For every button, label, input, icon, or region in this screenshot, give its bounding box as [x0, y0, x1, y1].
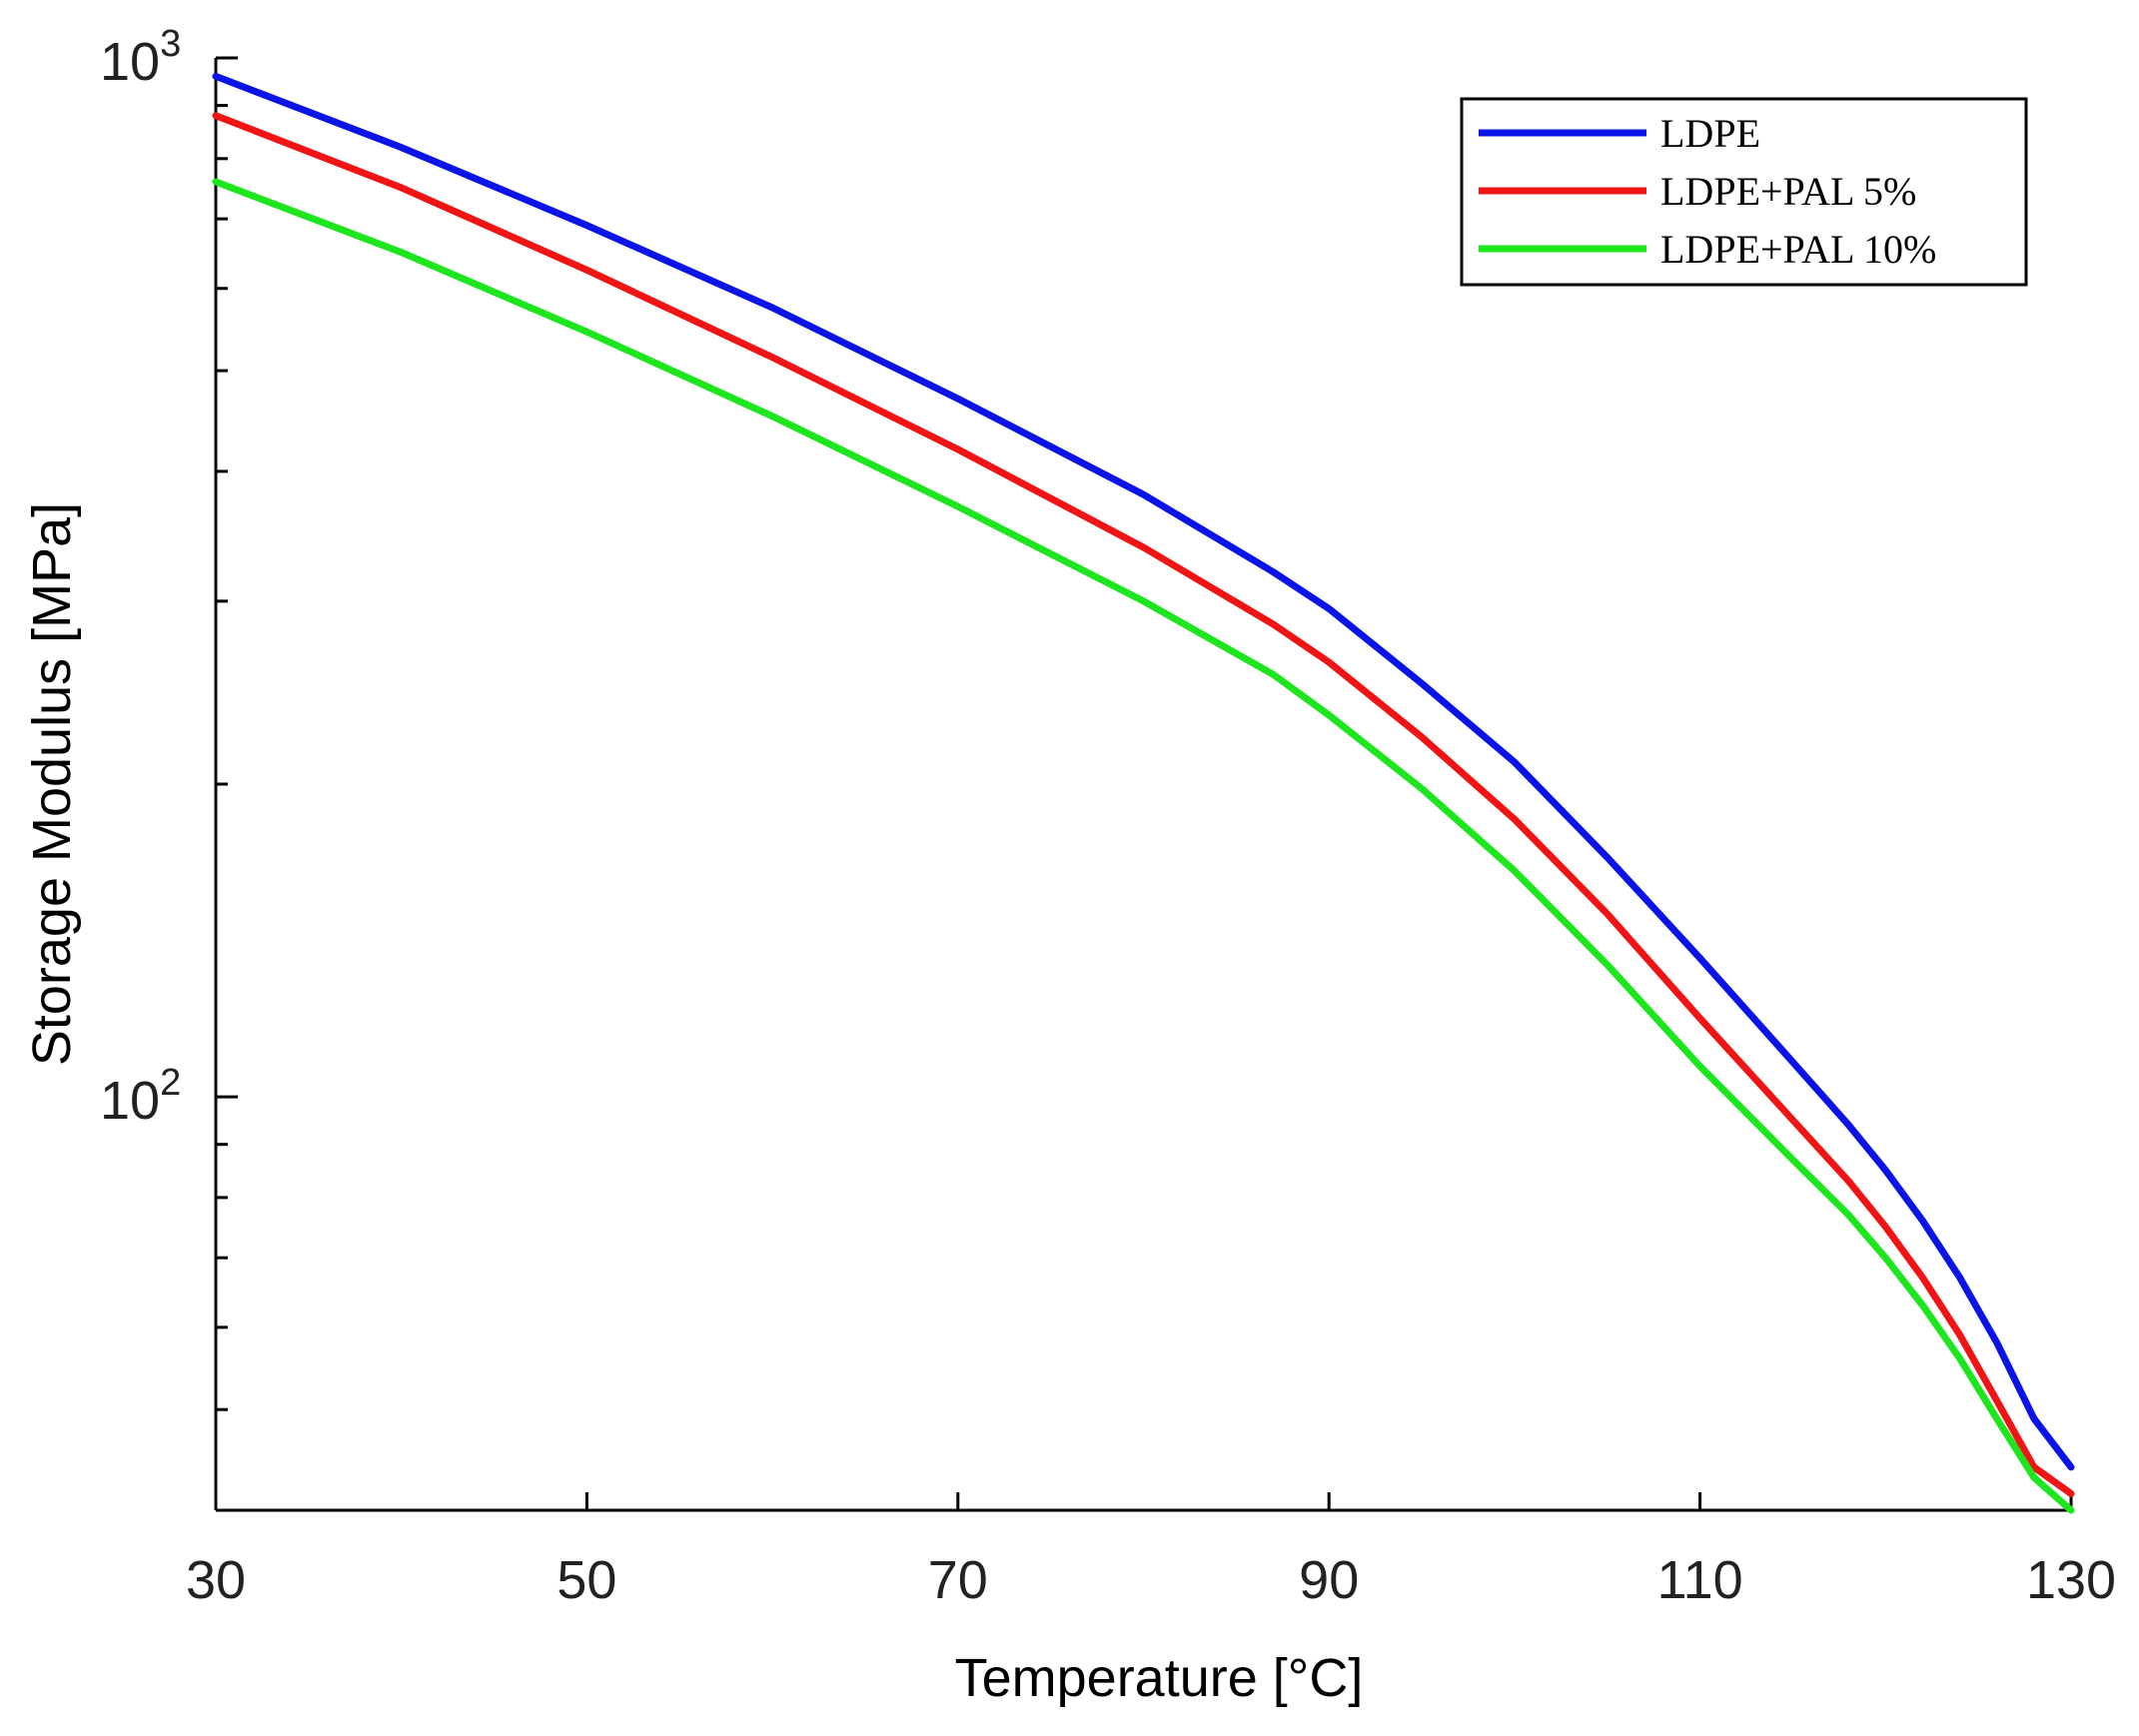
legend-label-ldpe-pal-5: LDPE+PAL 5% [1660, 169, 1916, 214]
legend-label-ldpe: LDPE [1660, 111, 1760, 156]
y-tick-label: 103 [100, 23, 181, 92]
x-tick-label: 30 [186, 1550, 246, 1610]
y-tick-label: 102 [100, 1062, 181, 1131]
series-group [212, 72, 2075, 1514]
series-line-ldpe-pal-10 [212, 178, 2075, 1514]
series-line-ldpe-pal-5 [212, 112, 2075, 1497]
series-line-ldpe [212, 72, 2075, 1471]
legend: LDPE LDPE+PAL 5% LDPE+PAL 10% [1460, 97, 2028, 287]
x-tick-label: 130 [2026, 1550, 2116, 1610]
y-tick-base: 10 [100, 1071, 160, 1131]
y-tick-base: 10 [100, 32, 160, 92]
x-tick-label: 70 [928, 1550, 988, 1610]
y-axis-title: Storage Modulus [MPa] [22, 502, 82, 1066]
x-tick-label: 50 [556, 1550, 616, 1610]
x-tick-label: 90 [1299, 1550, 1359, 1610]
y-tick-exponent: 3 [160, 23, 181, 65]
x-axis-title: Temperature [°C] [955, 1648, 1364, 1708]
x-tick-label: 110 [1657, 1550, 1743, 1610]
y-tick-exponent: 2 [160, 1062, 181, 1104]
legend-label-ldpe-pal-10: LDPE+PAL 10% [1660, 227, 1936, 272]
